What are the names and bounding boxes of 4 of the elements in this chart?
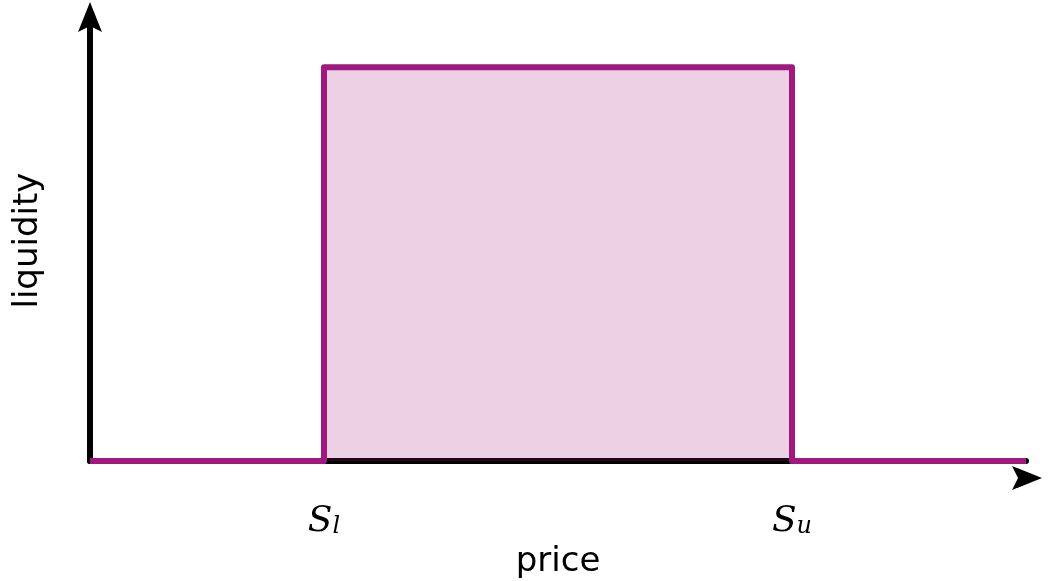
x-tick-label: Sl: [307, 497, 341, 540]
y-axis-title: liquidity: [5, 172, 45, 309]
x-axis-title: price: [515, 539, 601, 579]
x-tick-label: Su: [771, 497, 813, 540]
